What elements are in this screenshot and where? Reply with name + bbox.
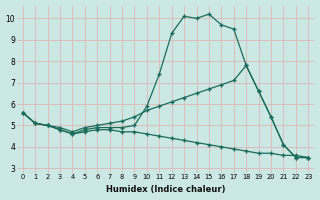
X-axis label: Humidex (Indice chaleur): Humidex (Indice chaleur)	[106, 185, 225, 194]
